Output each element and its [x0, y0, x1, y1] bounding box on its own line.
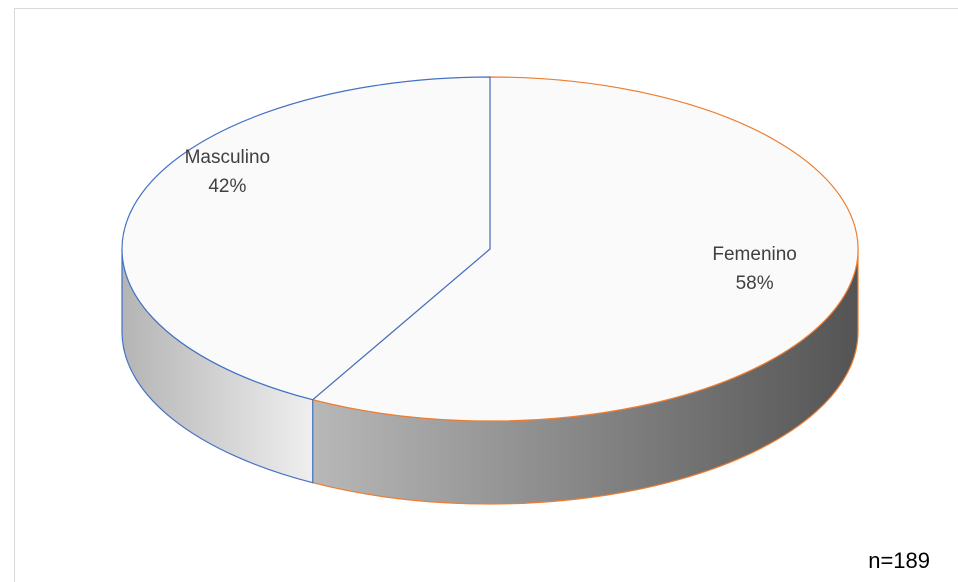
sample-size-note: n=189	[868, 548, 930, 573]
pie-slice-masculino	[121, 76, 491, 401]
slice-label-masculino: Masculino	[185, 147, 271, 168]
slice-value-femenino: 58%	[736, 273, 774, 294]
pie-slice-femenino	[311, 76, 859, 422]
slice-label-femenino: Femenino	[712, 244, 797, 265]
slice-value-masculino: 42%	[208, 176, 246, 197]
